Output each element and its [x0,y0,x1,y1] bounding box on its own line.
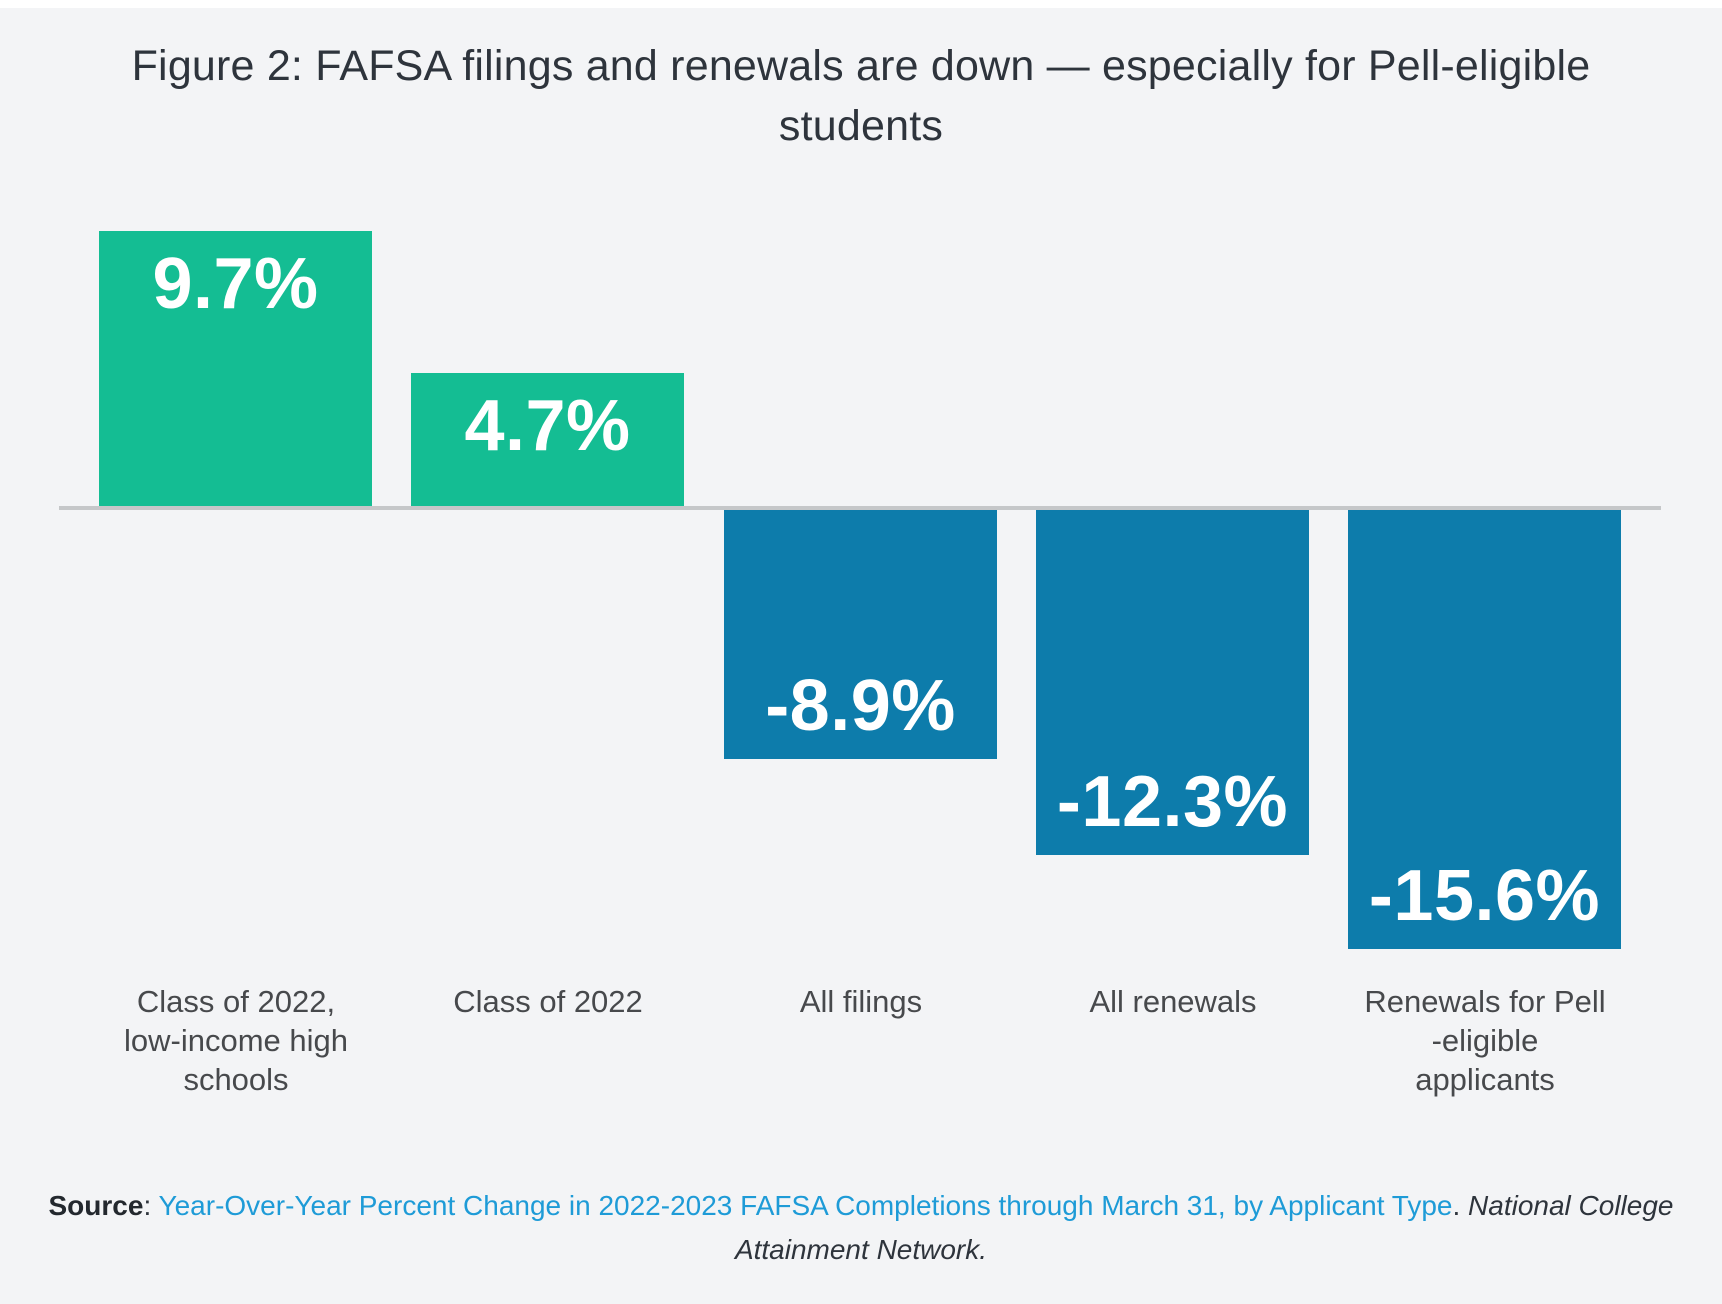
bar: -12.3% [1036,506,1309,855]
zero-axis-line [59,506,1661,510]
figure-title: Figure 2: FAFSA filings and renewals are… [131,42,1591,150]
bar-value-label: 4.7% [464,386,631,466]
bar-value-label: -8.9% [765,666,956,746]
bar: 4.7% [411,373,684,506]
source-organization: National College Attainment Network. [734,1190,1674,1265]
bar: -8.9% [724,506,997,759]
source-period: . [1452,1190,1469,1221]
bar-value-label: -12.3% [1056,762,1289,842]
bar-category-label: Class of 2022, low-income high schools [124,984,348,1097]
bar: 9.7% [99,231,372,506]
bar-value-label: 9.7% [152,244,319,324]
source-separator: : [143,1190,159,1221]
bar-category-label: Class of 2022 [453,984,643,1019]
source-link[interactable]: Year-Over-Year Percent Change in 2022-20… [158,1190,1453,1221]
bar-category-label: All renewals [1089,984,1257,1019]
source-note: Source: Year-Over-Year Percent Change in… [31,1184,1691,1272]
bar-category-label: Renewals for Pell -eligible applicants [1364,984,1606,1097]
bar: -15.6% [1348,506,1621,949]
bar-value-label: -15.6% [1368,856,1601,936]
source-label: Source [48,1190,144,1221]
bar-category-label: All filings [799,984,923,1019]
